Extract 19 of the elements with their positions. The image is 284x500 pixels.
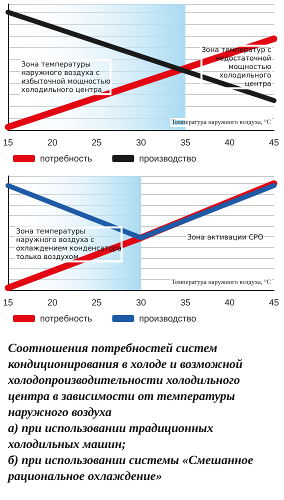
x-tick-label: 20 bbox=[47, 298, 58, 308]
legend-label: потребность bbox=[40, 314, 92, 324]
x-tick-label: 30 bbox=[136, 138, 146, 148]
x-tick-label: 40 bbox=[224, 138, 235, 148]
x-tick-label: 25 bbox=[92, 298, 102, 308]
text: Соотношения потребностей систем кондиционирования в холоде и возможной холодопроизводительности холодильного центра в зависимости от температуры наружного воздуха а) при использовании традиционных холодильных машин; б) при использовании системы «Смешанное рациональное охлаждение» bbox=[8, 341, 254, 483]
x-tick-label: 20 bbox=[47, 138, 58, 148]
legend-label: производство bbox=[139, 154, 196, 164]
x-tick-label: 45 bbox=[268, 138, 280, 148]
x-tick-label: 15 bbox=[3, 138, 14, 148]
x-tick-label: 35 bbox=[180, 298, 190, 308]
legend-label: потребность bbox=[40, 154, 92, 164]
x-tick-label: 40 bbox=[224, 298, 235, 308]
x-tick-label: 45 bbox=[268, 298, 280, 308]
legend-label: производство bbox=[139, 314, 196, 324]
x-tick-label: 15 bbox=[3, 298, 14, 308]
x-tick-label: 35 bbox=[180, 138, 190, 148]
x-tick-label: 25 bbox=[92, 138, 102, 148]
x-tick-label: 30 bbox=[136, 298, 146, 308]
